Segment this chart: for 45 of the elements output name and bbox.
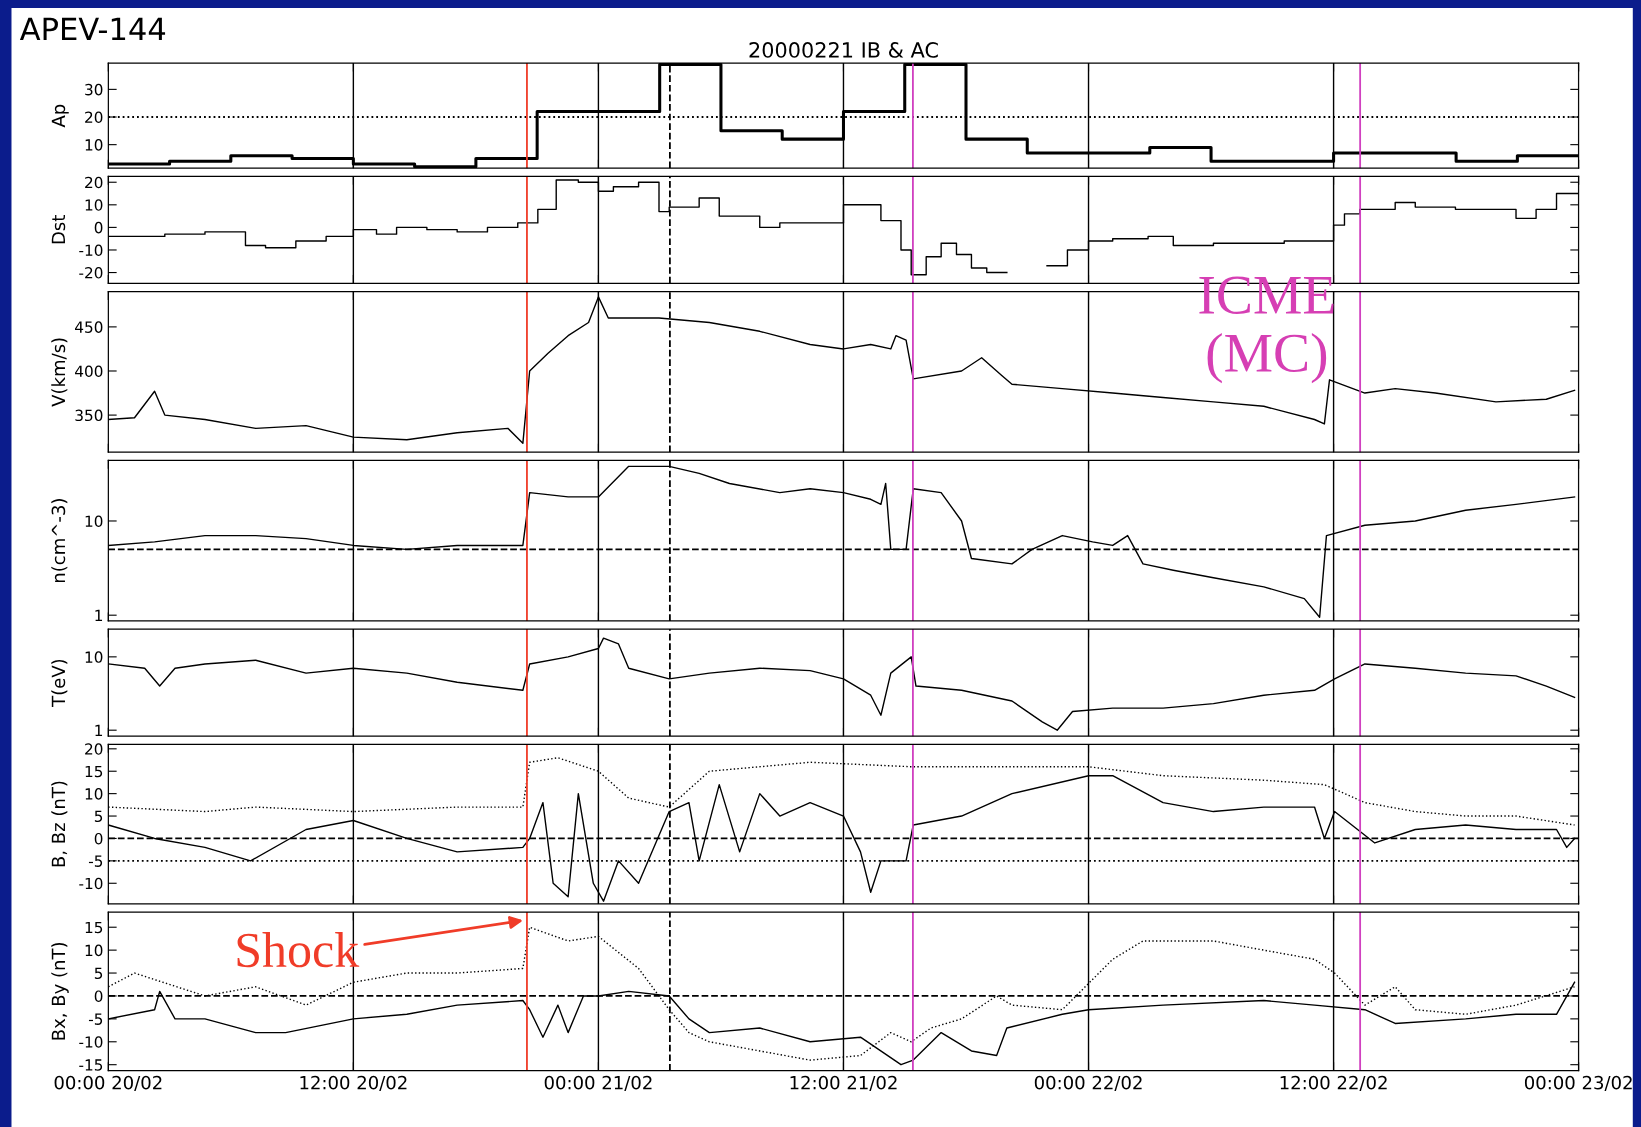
y-tick-label: -20 (79, 267, 103, 279)
x-tick-label: 00:00 21/02 (544, 1075, 652, 1091)
y-axis-title: T(eV) (51, 659, 68, 707)
y-tick-label: 10 (85, 139, 103, 151)
y-axis-title: n(cm^-3) (51, 499, 68, 583)
y-tick-label: -10 (79, 877, 103, 890)
y-axis-title: B, Bz (nT) (51, 781, 68, 867)
y-axis-title: Bx, By (nT) (51, 942, 69, 1040)
y-tick-label: 20 (85, 743, 103, 755)
y-tick-label: 10 (85, 788, 103, 800)
chart-title: 20000221 IB & AC (749, 42, 938, 58)
y-tick-label: 0 (94, 832, 103, 845)
x-tick-label: 12:00 22/02 (1280, 1075, 1387, 1091)
y-axis-title: Ap (51, 104, 69, 128)
text: APEV-144 (19, 17, 166, 41)
y-tick-label: 30 (85, 83, 103, 96)
y-tick-label: -15 (79, 1059, 103, 1071)
y-tick-label: 450 (75, 321, 103, 333)
y-tick-label: 1 (95, 609, 103, 621)
y-tick-label: -10 (79, 244, 103, 256)
y-axis-title: Dst (51, 215, 66, 244)
x-tick-label: 12:00 20/02 (300, 1075, 407, 1091)
y-tick-label: 10 (85, 651, 103, 663)
y-tick-label: 20 (85, 111, 103, 124)
y-tick-label: 10 (85, 515, 103, 527)
y-axis-title: V(km/s) (51, 338, 68, 407)
y-tick-label: 0 (94, 221, 103, 234)
y-tick-label: 15 (85, 765, 103, 778)
y-tick-label: 400 (75, 365, 103, 378)
y-tick-label: 10 (85, 199, 103, 211)
y-tick-label: 20 (85, 176, 103, 189)
y-tick-label: 1 (95, 724, 103, 736)
y-tick-label: 15 (85, 921, 103, 934)
y-tick-label: 5 (94, 967, 103, 980)
x-tick-label: 00:00 20/02 (54, 1075, 162, 1091)
x-tick-label: 00:00 22/02 (1034, 1075, 1142, 1091)
y-tick-label: 10 (85, 944, 103, 957)
x-tick-label: 12:00 21/02 (790, 1075, 897, 1091)
y-tick-label: -5 (88, 1013, 103, 1025)
y-tick-label: 0 (94, 990, 103, 1002)
x-tick-label: 00:00 23/02 (1524, 1075, 1632, 1091)
y-tick-label: 5 (94, 810, 103, 823)
y-tick-label: 350 (75, 409, 103, 422)
y-tick-label: -10 (79, 1036, 103, 1048)
y-tick-label: -5 (88, 855, 103, 867)
